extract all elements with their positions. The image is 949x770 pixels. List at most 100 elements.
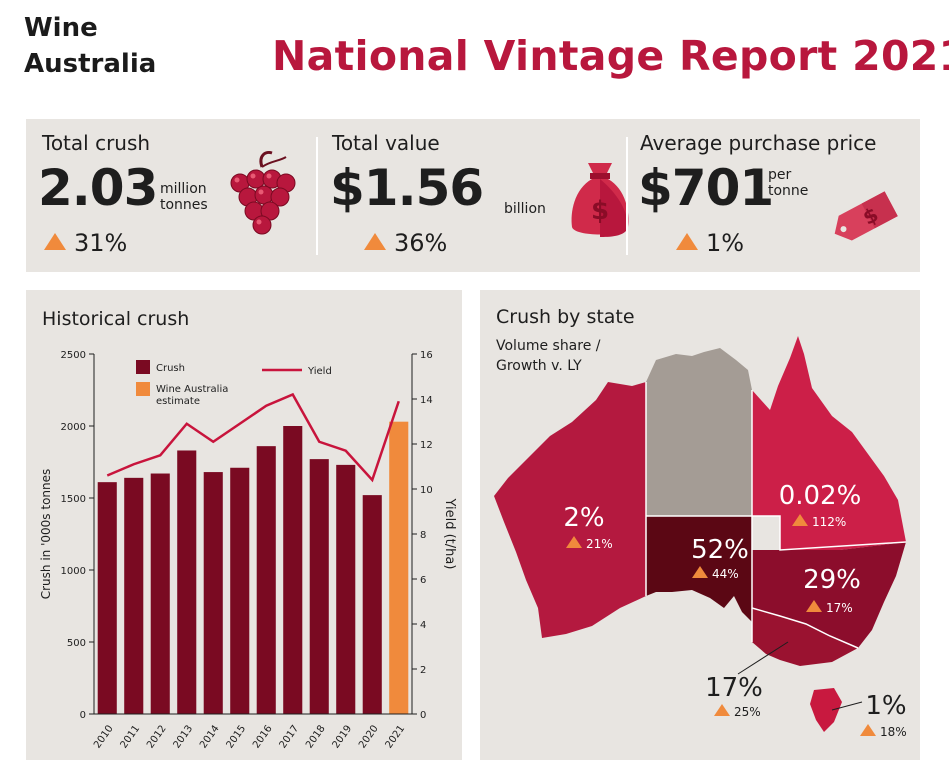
state-growth-vic: 25% [734,705,761,719]
crush-bar [230,467,250,714]
x-tick-label: 2019 [331,723,355,750]
state-growth-wa: 21% [586,537,613,551]
x-tick-label: 2012 [145,723,169,750]
map-title: Crush by state [496,306,635,328]
y2-tick-label: 2 [420,665,426,676]
state-tas [810,688,842,732]
legend-swatch-crush [136,360,150,374]
kpi-label: Average purchase price [640,131,877,155]
crush-bar [336,464,356,714]
y2-tick-label: 16 [420,350,433,361]
legend-swatch-estimate [136,382,150,396]
state-qld [752,336,906,550]
kpi-total-crush: Total crush 2.03 million tonnes 31% [26,119,316,272]
crush-bar [97,482,117,714]
state-growth-tas: 18% [880,725,907,739]
y-tick-label: 1500 [61,494,86,505]
up-arrow-icon [792,514,808,526]
y2-axis-label: Yield (t/ha) [442,498,457,570]
kpi-panel: Total crush 2.03 million tonnes 31% Tota… [26,119,920,272]
y-tick-label: 2000 [61,422,86,433]
kpi-unit: per tonne [768,167,808,199]
state-borders [645,382,907,649]
x-tick-label: 2017 [278,723,302,750]
legend-label-crush: Crush [156,363,185,374]
crush-by-state-panel: Crush by state Volume share / Growth v. … [480,290,920,760]
kpi-unit: million tonnes [160,181,208,213]
x-tick-label: 2016 [251,723,275,750]
x-tick-label: 2011 [119,723,143,750]
y2-tick-label: 10 [420,485,433,496]
page-title: National Vintage Report 2021 [272,32,949,80]
x-tick-label: 2020 [357,723,381,750]
historical-crush-panel: Historical crush 0 500 1000 1500 2000 2500 0 2… [26,290,462,760]
kpi-unit-line1: billion [504,201,546,217]
y2-tick-label: 14 [420,395,433,406]
yield-line [106,392,400,483]
x-tick-label: 2014 [198,723,222,750]
kpi-label: Total value [332,131,440,155]
y-tick-label: 1000 [61,566,86,577]
y2-tick-label: 0 [420,710,426,721]
wine-australia-logo: Wine Australia [24,10,156,82]
kpi-growth-value: 31% [74,229,128,257]
up-arrow-icon [692,566,708,578]
legend-label-estimate-1: Wine Australia [156,384,228,395]
state-nt [646,348,752,516]
logo-line-1: Wine [24,13,98,43]
crush-bar [203,472,223,714]
kpi-growth: 31% [44,229,127,257]
y-tick-label: 500 [67,638,86,649]
kpi-unit: billion [504,201,546,217]
logo-line-2: Australia [24,49,157,79]
kpi-label: Total crush [42,131,151,155]
svg-text:$: $ [591,196,609,226]
legend-label-estimate-2: estimate [156,396,200,407]
kpi-growth-value: 36% [394,229,448,257]
grapes-icon [230,151,296,235]
up-arrow-icon [566,536,582,548]
legend-label-yield: Yield [307,366,332,377]
state-share-vic: 17% [705,673,763,703]
y2-tick-label: 4 [420,620,426,631]
x-tick-label: 2015 [225,723,249,750]
state-growth-sa: 44% [712,567,739,581]
kpi-unit-line1: million [160,181,207,197]
y2-tick-label: 6 [420,575,426,586]
kpi-unit-line1: per [768,167,792,183]
map-subtitle-line1: Volume share / [496,338,601,354]
tas-callout-line [831,701,863,711]
crush-bar [256,446,276,714]
money-bag-icon: $ [571,163,629,237]
kpi-avg-price: Average purchase price $701 per tonne 1%… [628,119,920,272]
up-arrow-icon [44,233,66,250]
kpi-value: $1.56 [330,159,484,217]
up-arrow-icon [806,600,822,612]
kpi-value: 2.03 [38,159,158,217]
y-tick-label: 0 [80,710,86,721]
state-share-wa: 2% [563,503,604,533]
kpi-value: $701 [638,159,774,217]
x-tick-label: 2021 [384,723,408,750]
y-tick-label: 2500 [61,350,86,361]
y2-tick-label: 12 [420,440,433,451]
crush-bar [124,477,144,714]
kpi-growth-value: 1% [706,229,745,257]
up-arrow-icon [676,233,698,250]
crush-bar [362,495,382,714]
crush-bar [309,459,329,714]
y-axis-label: Crush in '000s tonnes [39,469,53,600]
kpi-unit-line2: tonnes [160,197,208,213]
crush-bar [150,473,170,714]
kpi-growth: 36% [364,229,447,257]
estimate-bar [389,421,409,714]
state-share-sa: 52% [691,535,749,565]
state-growth-nsw: 17% [826,601,853,615]
state-share-nsw: 29% [803,565,861,595]
chart-title: Historical crush [42,308,190,330]
crush-bar [177,450,197,714]
state-vic [752,608,858,666]
vic-callout-line [737,641,789,675]
kpi-total-value: Total value $1.56 billion 36% $ [318,119,629,272]
